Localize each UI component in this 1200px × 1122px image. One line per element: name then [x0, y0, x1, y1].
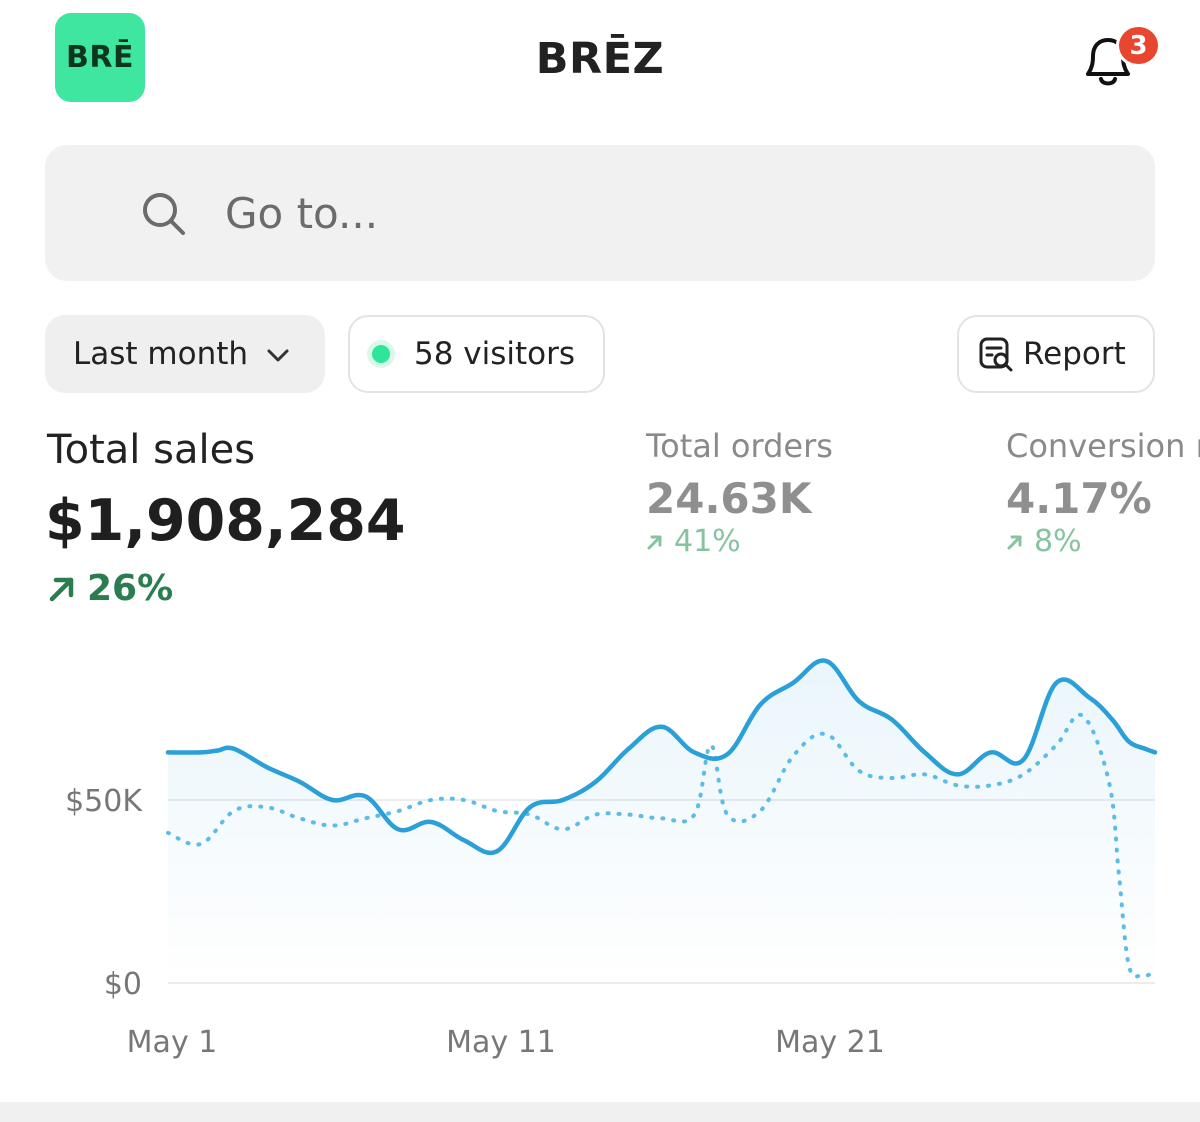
live-visitors-button[interactable]: 58 visitors	[348, 315, 605, 393]
search-icon	[143, 193, 185, 235]
x-tick-label: May 21	[775, 1025, 885, 1060]
period-select-label: Last month	[73, 336, 249, 372]
live-visitors-label: 58 visitors	[414, 336, 576, 372]
total-sales-change: 26%	[47, 568, 173, 609]
x-tick-label: May 11	[446, 1025, 556, 1060]
search-bar[interactable]	[45, 145, 1155, 281]
total-orders-label: Total orders	[646, 427, 833, 465]
y-tick-label: $0	[104, 967, 142, 1002]
conversion-change: 8%	[1006, 524, 1082, 559]
total-sales-change-value: 26%	[87, 568, 174, 609]
search-input[interactable]	[225, 185, 1105, 241]
total-orders-change-value: 41%	[674, 524, 741, 559]
report-button-label: Report	[1023, 336, 1126, 372]
x-tick-label: May 1	[127, 1025, 218, 1060]
notifications-button[interactable]	[1080, 28, 1140, 92]
live-status-dot	[372, 345, 390, 363]
total-sales-value: $1,908,284	[45, 488, 406, 554]
logo-text: BRĒ	[66, 40, 134, 75]
total-sales-label: Total sales	[47, 427, 256, 473]
x-axis-labels: May 1 May 11 May 21	[127, 1025, 885, 1060]
current-period-area	[168, 660, 1155, 983]
chevron-down-icon	[267, 349, 289, 362]
conversion-label: Conversion r	[1006, 427, 1200, 465]
app-title: BRĒZ	[535, 34, 665, 84]
bell-icon	[1086, 38, 1130, 86]
y-axis-labels: $0 $50K	[65, 784, 143, 1002]
report-search-icon	[979, 337, 1013, 372]
arrow-up-right-icon	[647, 535, 662, 549]
total-orders-change: 41%	[646, 524, 741, 559]
conversion-value: 4.17%	[1006, 474, 1152, 523]
report-button[interactable]: Report	[957, 315, 1155, 393]
app-logo[interactable]: BRĒ	[55, 13, 145, 102]
arrow-up-right-icon	[49, 577, 74, 601]
sales-line-chart[interactable]: $0 $50K May 1 May 11 May 21	[0, 630, 1200, 1070]
period-select[interactable]: Last month	[45, 315, 325, 393]
notification-count-badge: 3	[1116, 24, 1161, 67]
current-period-line	[165, 658, 1158, 856]
conversion-change-value: 8%	[1034, 524, 1082, 559]
arrow-up-right-icon	[1007, 535, 1022, 549]
y-tick-label: $50K	[65, 784, 143, 819]
bottom-divider	[0, 1102, 1200, 1122]
total-orders-value: 24.63K	[646, 474, 812, 523]
